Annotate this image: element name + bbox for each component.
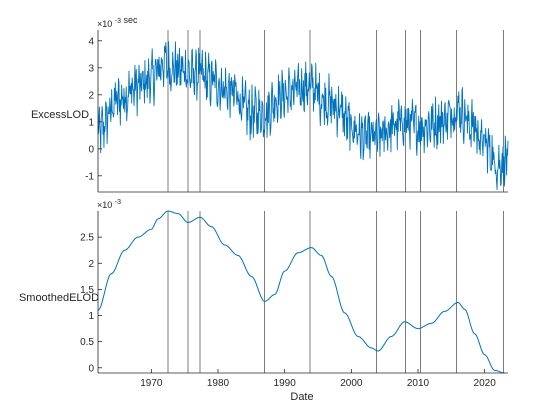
y-tick-label: 2.5: [80, 233, 94, 244]
x-tick-label: 1980: [207, 378, 230, 389]
y-tick-label: 1: [88, 311, 94, 322]
x-tick-label: 2010: [407, 378, 430, 389]
y-tick-label: -1: [85, 171, 94, 182]
excess-lod-line: [97, 41, 509, 190]
smoothed-elod-ylabel: SmoothedELOD: [19, 292, 99, 304]
x-axis-label: Date: [290, 391, 313, 403]
smoothed-elod-line: [97, 210, 505, 374]
y-tick-label: 0: [88, 144, 94, 155]
smoothed-elod-exponent: ×10 -3: [97, 199, 121, 210]
y-tick-label: 2: [88, 259, 94, 270]
y-tick-label: 2: [88, 90, 94, 101]
y-tick-label: 1: [88, 117, 94, 128]
x-tick-label: 1970: [140, 378, 163, 389]
x-tick-label: 2020: [474, 378, 497, 389]
y-tick-label: 0: [88, 363, 94, 374]
panel-smoothed-elod: 0 0.5 1 1.5 2 2.5 1970 1980 1990 2000 2010 2020 Smo…: [19, 199, 508, 403]
event-lines-bottom: [167, 211, 504, 373]
x-tick-label: 2000: [340, 378, 363, 389]
x-tick-label: 1990: [274, 378, 297, 389]
y-tick-label: 0.5: [80, 337, 94, 348]
axes-smoothed-elod: 0 0.5 1 1.5 2 2.5 1970 1980 1990 2000 2010 2020: [80, 211, 508, 389]
y-tick-label: 3: [88, 63, 94, 74]
y-tick-label: 4: [88, 36, 94, 47]
y-tick-label: 1.5: [80, 285, 94, 296]
axes-excess-lod: -1 0 1 2 3 4: [85, 30, 508, 193]
excess-lod-exponent: ×10 -3 sec: [97, 15, 138, 29]
excess-lod-ylabel: ExcessLOD: [31, 109, 89, 121]
panel-excess-lod: -1 0 1 2 3 4 ExcessLOD ×10 -3 sec: [31, 15, 509, 193]
